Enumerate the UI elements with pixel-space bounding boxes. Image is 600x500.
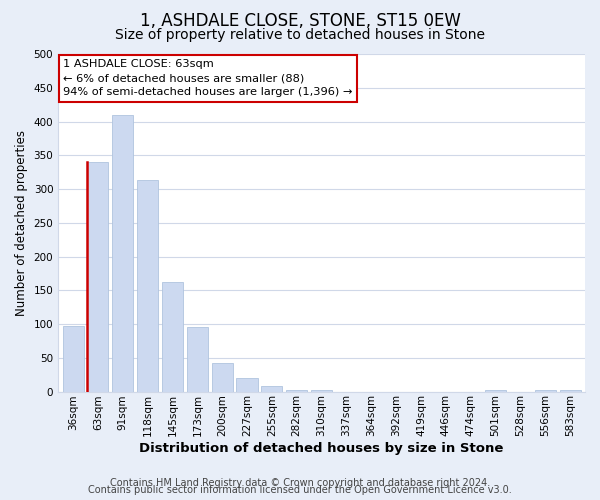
Bar	[286, 390, 307, 392]
Bar	[88, 162, 109, 392]
X-axis label: Distribution of detached houses by size in Stone: Distribution of detached houses by size …	[139, 442, 504, 455]
Text: 1, ASHDALE CLOSE, STONE, ST15 0EW: 1, ASHDALE CLOSE, STONE, ST15 0EW	[140, 12, 460, 30]
Bar	[535, 390, 556, 392]
Bar	[162, 282, 183, 392]
Bar	[187, 328, 208, 392]
Bar	[112, 115, 133, 392]
Bar	[560, 390, 581, 392]
Bar	[485, 390, 506, 392]
Bar	[262, 386, 283, 392]
Text: Size of property relative to detached houses in Stone: Size of property relative to detached ho…	[115, 28, 485, 42]
Text: Contains HM Land Registry data © Crown copyright and database right 2024.: Contains HM Land Registry data © Crown c…	[110, 478, 490, 488]
Bar	[62, 326, 83, 392]
Bar	[137, 180, 158, 392]
Bar	[236, 378, 257, 392]
Bar	[311, 390, 332, 392]
Text: 1 ASHDALE CLOSE: 63sqm
← 6% of detached houses are smaller (88)
94% of semi-deta: 1 ASHDALE CLOSE: 63sqm ← 6% of detached …	[64, 59, 353, 97]
Text: Contains public sector information licensed under the Open Government Licence v3: Contains public sector information licen…	[88, 485, 512, 495]
Bar	[212, 363, 233, 392]
Y-axis label: Number of detached properties: Number of detached properties	[15, 130, 28, 316]
